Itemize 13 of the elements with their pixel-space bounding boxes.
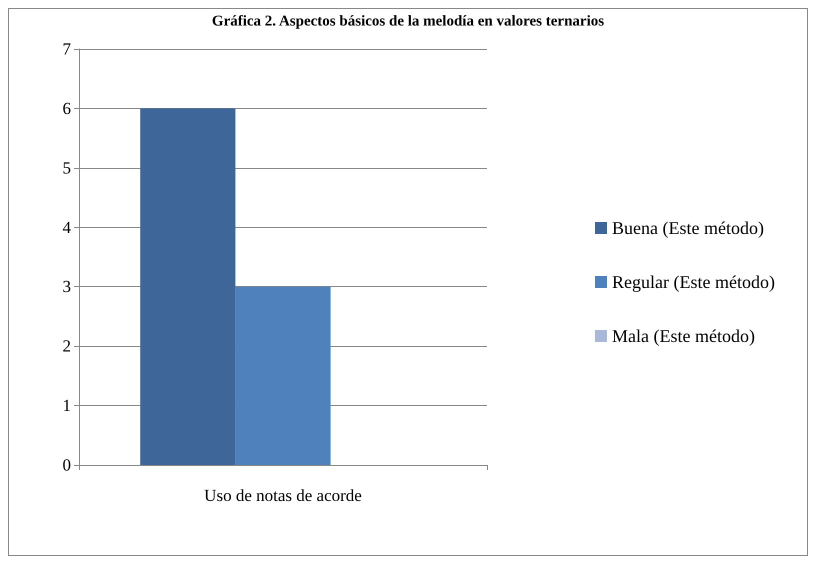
y-tick-label: 7	[62, 40, 72, 58]
legend-label: Buena (Este método)	[612, 218, 764, 238]
y-tick-label: 5	[62, 158, 71, 178]
y-tick-label: 0	[62, 456, 71, 474]
y-tick-label: 4	[62, 218, 72, 237]
y-tick-label: 2	[62, 336, 71, 356]
chart-title: Gráfica 2. Aspectos básicos de la melodía en valores ternarios	[212, 14, 604, 30]
y-tick-label: 6	[62, 98, 71, 118]
legend-label: Regular (Este método)	[612, 272, 775, 292]
legend-label: Mala (Este método)	[612, 326, 755, 346]
x-tick-label: Uso de notas de acorde	[204, 486, 362, 505]
y-tick-label: 1	[62, 396, 71, 416]
y-tick-label: 3	[62, 277, 71, 296]
